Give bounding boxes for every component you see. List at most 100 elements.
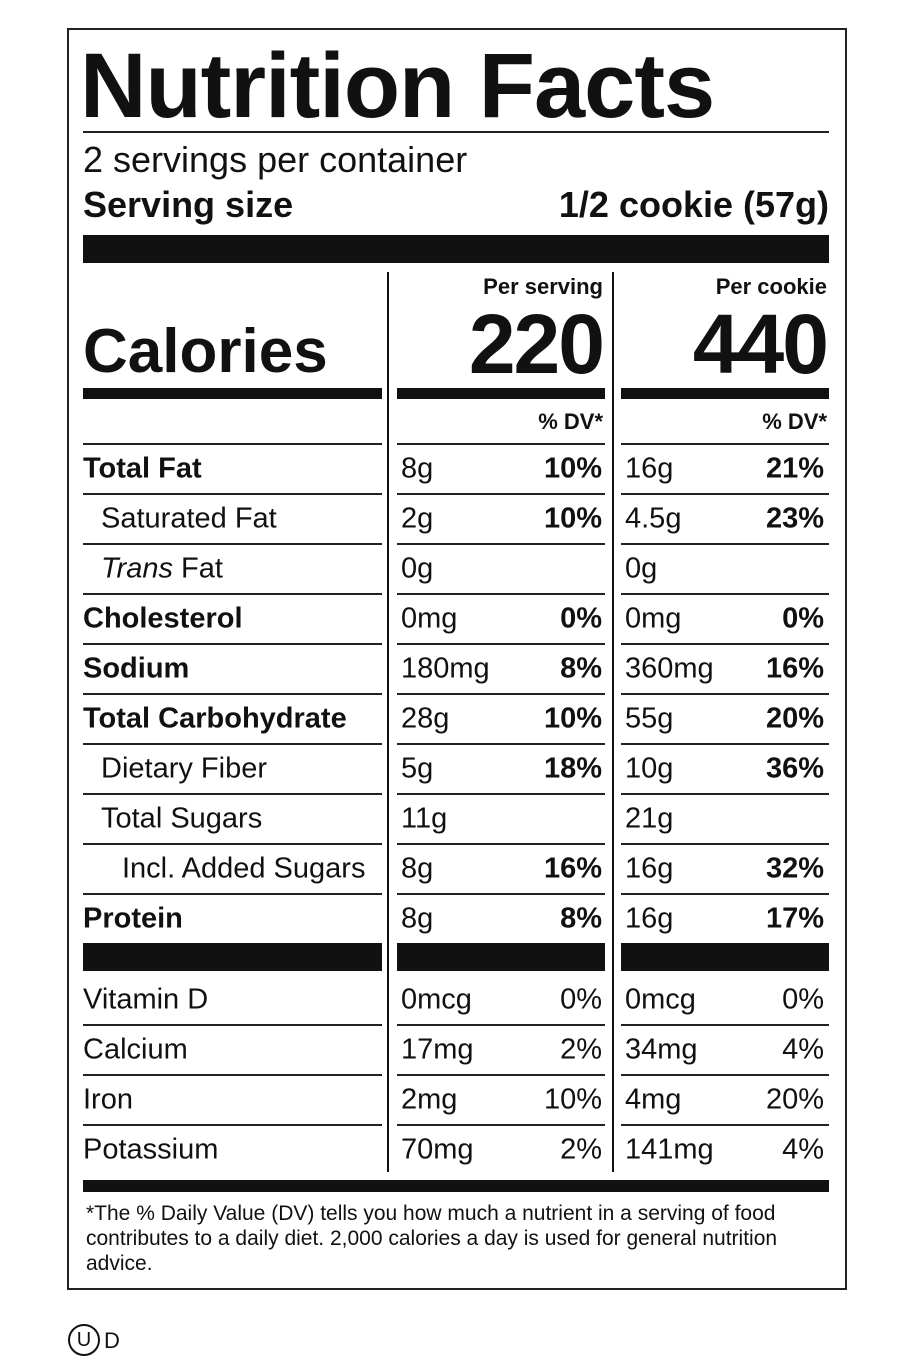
nutrient-amount: 16g: [625, 852, 674, 885]
nutrient-amount: 4.5g: [625, 502, 682, 535]
nutrient-amount: 8g: [401, 902, 434, 935]
nutrient-dv: 23%: [765, 502, 824, 535]
row-rule: [83, 443, 382, 445]
calories-bar: [621, 388, 829, 399]
nutrient-amount: 34mg: [625, 1033, 698, 1066]
nutrient-dv: 21%: [765, 452, 824, 485]
nutrient-amount: 0g: [625, 552, 658, 585]
row-rule: [83, 493, 382, 495]
nutrient-amount: 28g: [401, 702, 450, 735]
nutrient-amount: 5g: [401, 752, 434, 785]
nutrient-amount: 0mg: [625, 602, 682, 635]
thick-bar: [83, 1180, 829, 1192]
nutrient-name: Sodium: [83, 652, 190, 685]
row-rule: [83, 1074, 382, 1076]
nutrient-dv: 0%: [782, 983, 824, 1016]
nutrient-dv: 17%: [765, 902, 824, 935]
row-rule: [621, 643, 829, 645]
nutrient-amount: 2mg: [401, 1083, 458, 1116]
nutrient-amount: 0mcg: [625, 983, 696, 1016]
row-rule: [621, 443, 829, 445]
row-rule: [621, 1024, 829, 1026]
row-rule: [83, 593, 382, 595]
nutrient-amount: 8g: [401, 852, 434, 885]
nutrient-amount: 0mcg: [401, 983, 472, 1016]
nutrient-amount: 70mg: [401, 1133, 474, 1166]
row-rule: [83, 843, 382, 845]
nutrient-amount: 4mg: [625, 1083, 682, 1116]
row-rule: [397, 543, 605, 545]
nutrient-dv: 20%: [765, 702, 824, 735]
row-rule: [397, 743, 605, 745]
calories-label: Calories: [83, 317, 328, 386]
nutrient-amount: 10g: [625, 752, 674, 785]
thick-bar: [83, 235, 829, 263]
nutrient-dv: 2%: [560, 1133, 602, 1166]
row-rule: [397, 843, 605, 845]
column-divider: [387, 272, 389, 1172]
nutrient-dv: 10%: [543, 452, 602, 485]
nutrient-name: Total Carbohydrate: [83, 702, 347, 735]
nutrient-amount: 180mg: [401, 652, 490, 685]
calories-bar: [397, 388, 605, 399]
title-rule: [83, 131, 829, 133]
row-rule: [397, 593, 605, 595]
row-rule: [397, 893, 605, 895]
nutrient-amount: 141mg: [625, 1133, 714, 1166]
footnote: *The % Daily Value (DV) tells you how mu…: [86, 1202, 778, 1275]
row-rule: [397, 643, 605, 645]
row-rule: [83, 793, 382, 795]
row-rule: [83, 693, 382, 695]
nutrient-dv: 2%: [560, 1033, 602, 1066]
nutrient-name: Vitamin D: [83, 983, 209, 1016]
nutrient-dv: 16%: [543, 852, 602, 885]
nutrient-amount: 2g: [401, 502, 434, 535]
nutrient-amount: 8g: [401, 452, 434, 485]
column-header: Per serving: [483, 274, 603, 299]
nutrient-amount: 0mg: [401, 602, 458, 635]
nutrient-name: Iron: [83, 1083, 133, 1116]
thick-bar: [397, 943, 605, 971]
nutrient-amount: 17mg: [401, 1033, 474, 1066]
nutrient-dv: 4%: [782, 1133, 824, 1166]
row-rule: [397, 1074, 605, 1076]
nutrient-dv: 0%: [560, 602, 602, 635]
row-rule: [83, 1124, 382, 1126]
nutrient-dv: 10%: [543, 702, 602, 735]
nutrient-name: Total Sugars: [101, 802, 263, 835]
nutrient-dv: 32%: [765, 852, 824, 885]
row-rule: [397, 693, 605, 695]
nutrient-name: Protein: [83, 902, 183, 935]
nutrient-name: Cholesterol: [83, 602, 243, 635]
nutrient-dv: 20%: [765, 1083, 824, 1116]
nutrient-amount: 0g: [401, 552, 434, 585]
nutrient-name-prefix: Trans: [101, 552, 173, 585]
dv-header: % DV*: [538, 409, 603, 434]
column-header: Per cookie: [715, 274, 827, 299]
column-divider: [612, 272, 614, 1172]
row-rule: [621, 743, 829, 745]
label-frame: [67, 28, 847, 1290]
row-rule: [621, 493, 829, 495]
row-rule: [621, 843, 829, 845]
nutrient-dv: 36%: [765, 752, 824, 785]
nutrient-amount: 55g: [625, 702, 674, 735]
nutrient-name: Dietary Fiber: [101, 752, 267, 785]
row-rule: [397, 1024, 605, 1026]
nutrient-dv: 0%: [560, 983, 602, 1016]
nutrient-name: Potassium: [83, 1133, 219, 1166]
nutrient-amount: 21g: [625, 802, 674, 835]
nutrient-amount: 360mg: [625, 652, 714, 685]
thick-bar: [621, 943, 829, 971]
row-rule: [83, 543, 382, 545]
thick-bar: [83, 943, 382, 971]
certification-symbol: U: [68, 1324, 100, 1356]
nutrient-dv: 18%: [543, 752, 602, 785]
nutrient-name: Fat: [180, 552, 223, 585]
label-title: Nutrition Facts: [80, 35, 715, 137]
row-rule: [83, 1024, 382, 1026]
serving-size-label: Serving size: [83, 184, 294, 225]
row-rule: [621, 793, 829, 795]
row-rule: [83, 643, 382, 645]
